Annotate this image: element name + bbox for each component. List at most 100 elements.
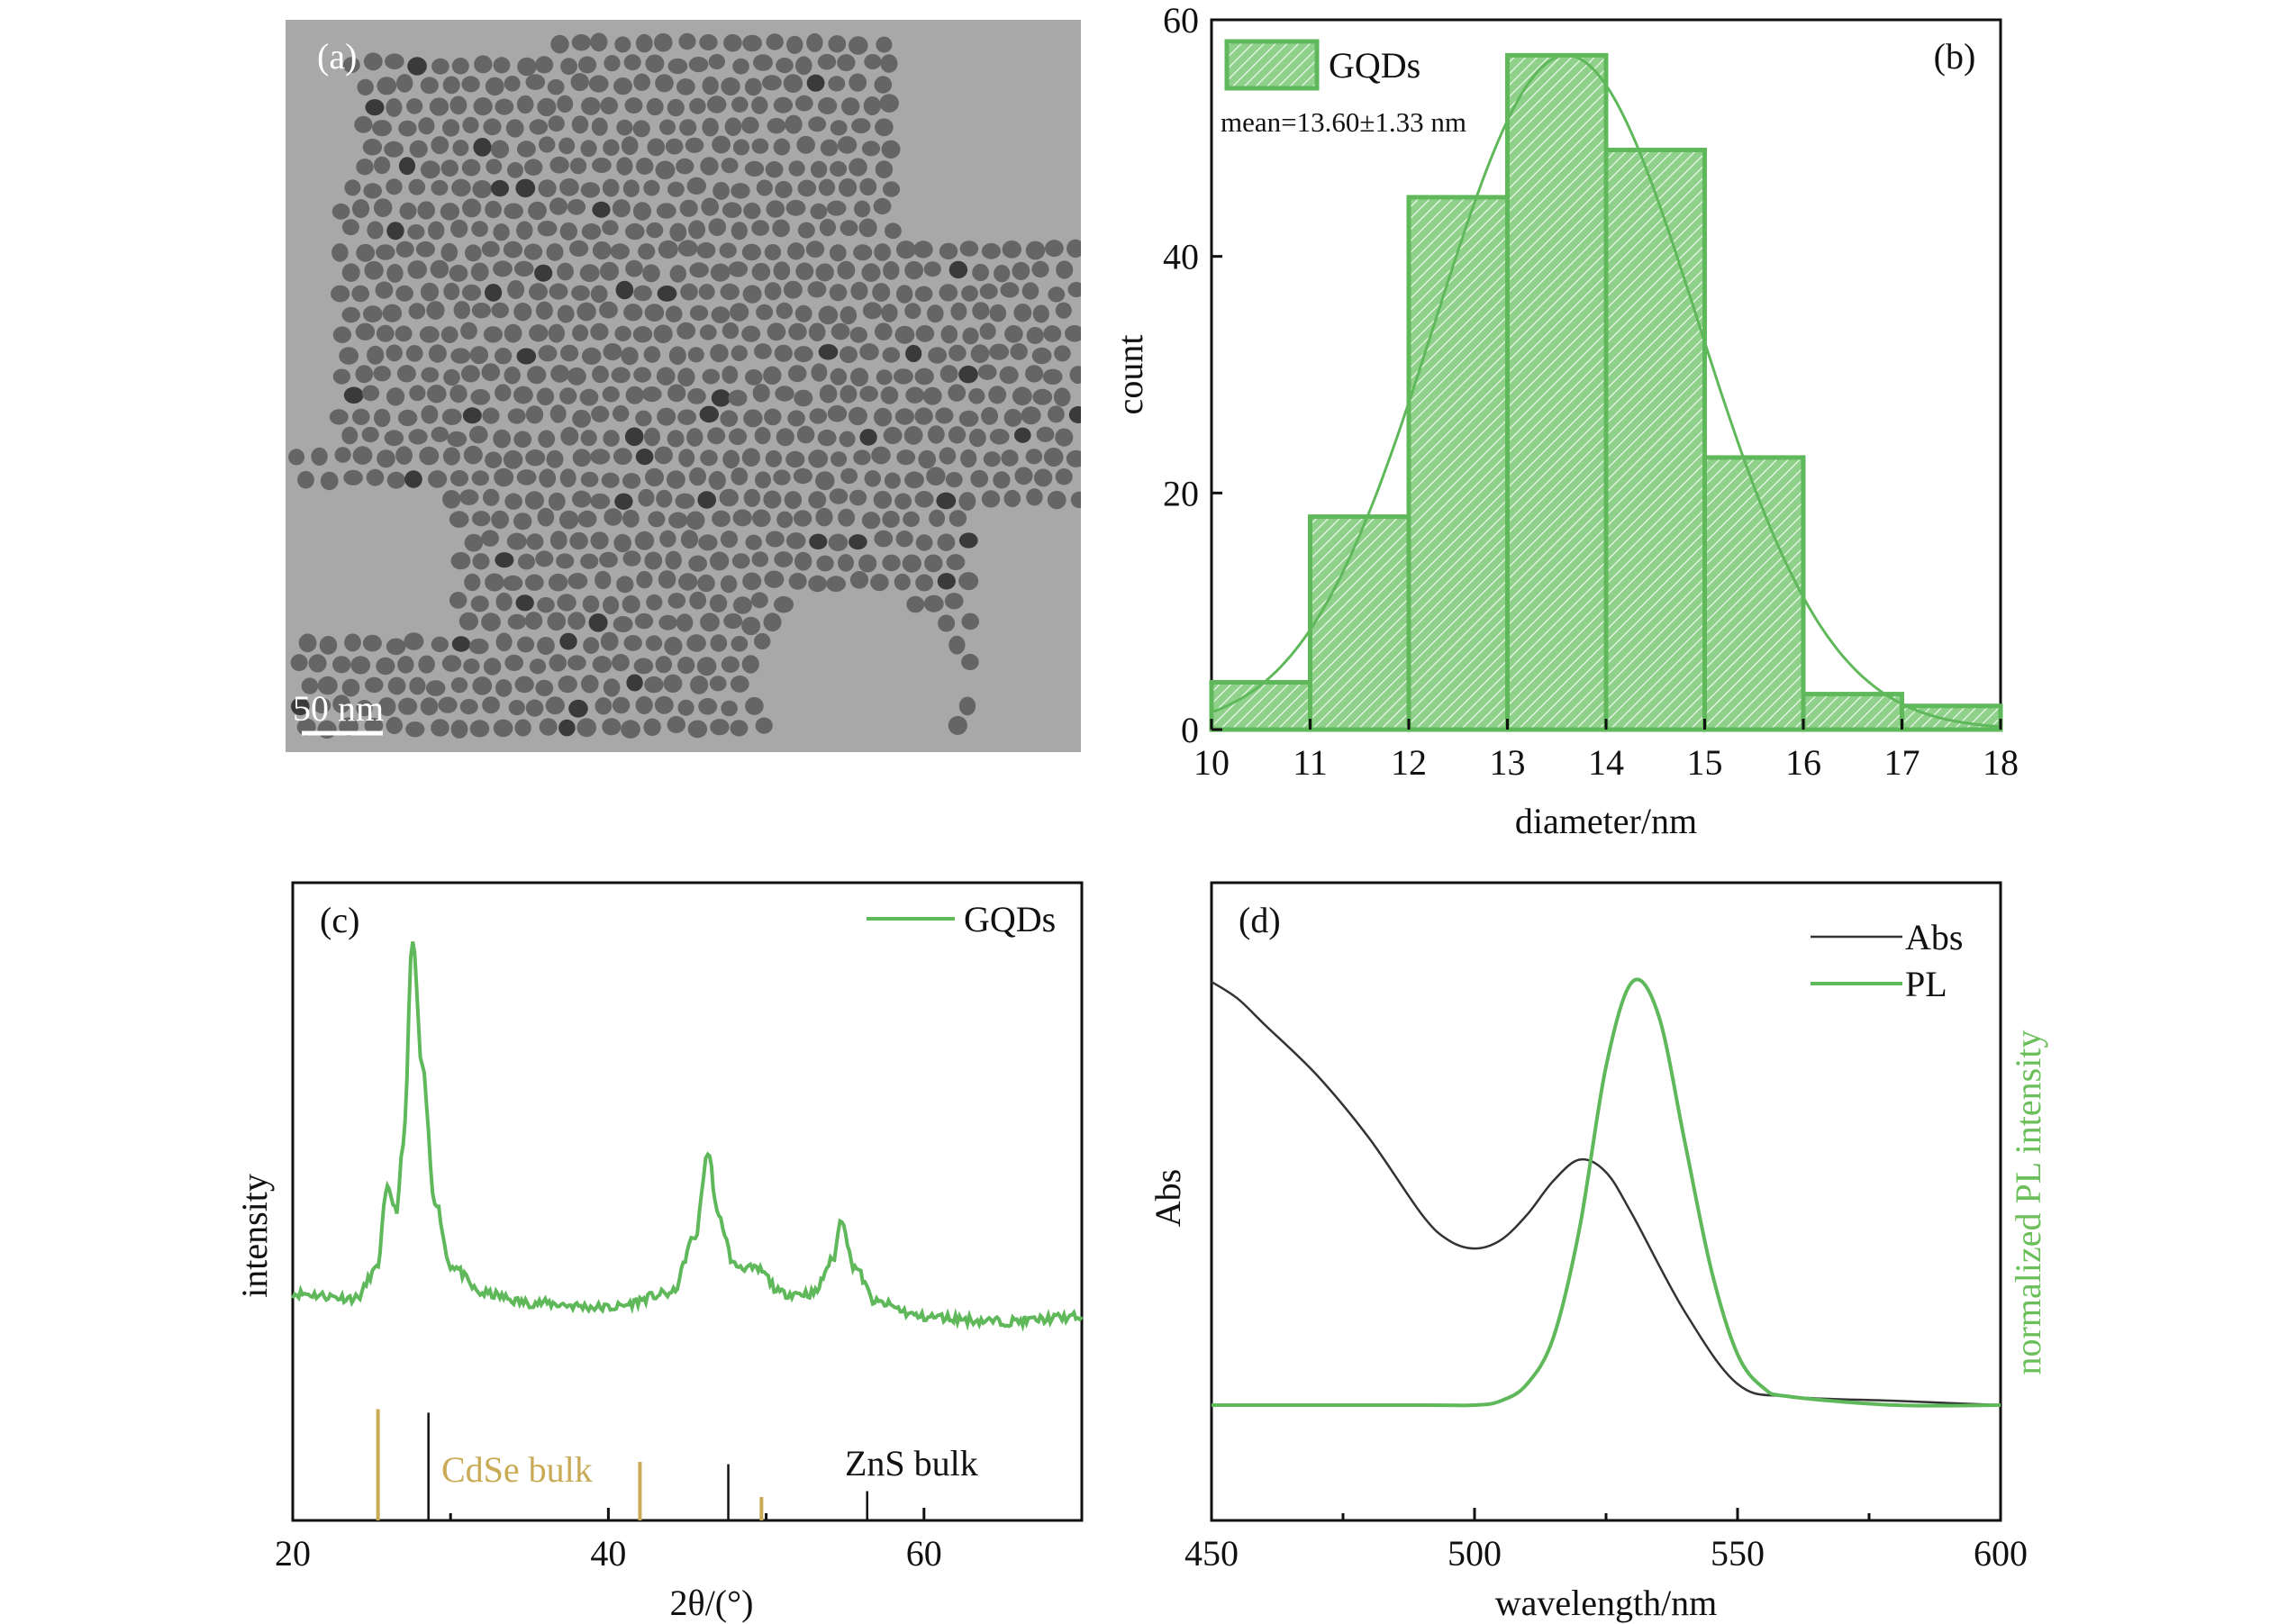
nanoparticle <box>341 219 359 236</box>
nanoparticle <box>452 140 469 157</box>
nanoparticle <box>559 222 577 240</box>
nanoparticle <box>882 181 901 197</box>
nanoparticle <box>613 448 632 466</box>
nanoparticle <box>656 489 673 508</box>
nanoparticle <box>958 492 976 511</box>
nanoparticle <box>517 636 535 653</box>
nanoparticle <box>731 345 748 361</box>
nanoparticle <box>524 159 543 176</box>
nanoparticle <box>507 280 525 299</box>
nanoparticle <box>742 34 762 52</box>
nanoparticle <box>667 181 685 197</box>
nanoparticle <box>979 283 998 300</box>
nanoparticle <box>363 183 383 199</box>
nanoparticle <box>592 656 613 674</box>
nanoparticle <box>420 697 439 716</box>
nanoparticle <box>968 388 985 404</box>
nanoparticle <box>915 325 935 342</box>
nanoparticle <box>913 240 933 259</box>
nanoparticle <box>588 613 608 632</box>
nanoparticle <box>763 490 782 509</box>
histogram-bar <box>1900 703 2003 732</box>
nanoparticle <box>495 384 512 402</box>
nanoparticle <box>806 74 825 92</box>
nanoparticle <box>676 158 694 175</box>
nanoparticle <box>751 96 768 114</box>
nanoparticle <box>1069 366 1081 385</box>
nanoparticle <box>859 429 877 446</box>
nanoparticle <box>504 203 523 220</box>
nanoparticle <box>449 95 467 115</box>
nanoparticle <box>970 344 990 364</box>
nanoparticle <box>1012 261 1030 280</box>
panel-d-frame <box>1210 881 2002 1522</box>
nanoparticle <box>621 136 639 156</box>
nanoparticle <box>616 119 633 136</box>
nanoparticle <box>590 285 608 304</box>
nanoparticle <box>1043 325 1062 342</box>
nanoparticle <box>355 365 374 384</box>
nanoparticle <box>507 408 526 424</box>
nanoparticle <box>861 141 881 157</box>
nanoparticle <box>317 676 338 695</box>
nanoparticle <box>357 78 374 96</box>
panel-d-xlabel: wavelength/nm <box>1495 1583 1718 1623</box>
nanoparticle <box>948 344 967 362</box>
nanoparticle <box>755 717 773 734</box>
nanoparticle <box>928 347 948 364</box>
nanoparticle <box>730 303 749 322</box>
nanoparticle <box>794 551 812 571</box>
nanoparticle <box>440 203 460 221</box>
nanoparticle <box>958 572 979 591</box>
nanoparticle <box>655 656 672 674</box>
nanoparticle <box>342 57 360 73</box>
nanoparticle <box>356 700 373 717</box>
nanoparticle <box>361 385 380 402</box>
nanoparticle <box>914 491 934 508</box>
nanoparticle <box>765 161 784 178</box>
nanoparticle <box>959 240 979 257</box>
nanoparticle <box>341 678 360 697</box>
nanoparticle <box>470 262 489 282</box>
nanoparticle <box>712 510 731 528</box>
nanoparticle <box>529 283 548 301</box>
nanoparticle <box>594 697 613 715</box>
nanoparticle <box>495 592 513 612</box>
nanoparticle <box>581 675 599 694</box>
nanoparticle <box>808 116 827 132</box>
nanoparticle <box>576 718 596 738</box>
nanoparticle <box>404 470 422 488</box>
nanoparticle <box>750 592 768 609</box>
nanoparticle <box>840 305 858 325</box>
nanoparticle <box>1021 282 1039 300</box>
nanoparticle <box>632 120 650 138</box>
nanoparticle <box>352 408 370 425</box>
nanoparticle <box>774 551 794 567</box>
nanoparticle <box>633 367 651 383</box>
nanoparticle <box>678 32 696 50</box>
nanoparticle <box>905 386 925 404</box>
nanoparticle <box>927 304 944 323</box>
nanoparticle <box>372 120 393 137</box>
nanoparticle <box>471 221 488 237</box>
nanoparticle <box>981 406 999 425</box>
x-axis-ticks: 10 11 12 13 14 15 16 17 18 <box>1193 719 2019 783</box>
nanoparticle <box>776 302 793 320</box>
nanoparticle <box>756 304 774 321</box>
nanoparticle <box>809 533 828 549</box>
panel-a: (a) 50 nm <box>286 20 1081 752</box>
nanoparticle <box>826 200 847 216</box>
nanoparticle <box>548 492 566 511</box>
nanoparticle <box>636 158 654 175</box>
nanoparticle <box>743 409 763 428</box>
nanoparticle <box>621 347 639 366</box>
nanoparticle <box>365 676 384 694</box>
nanoparticle <box>459 699 478 715</box>
reference-peaks <box>376 1409 868 1520</box>
nanoparticle <box>377 77 397 95</box>
nanoparticle <box>560 426 579 446</box>
nanoparticle <box>894 573 911 591</box>
nanoparticle <box>386 263 404 283</box>
nanoparticle <box>571 115 589 134</box>
nanoparticle <box>577 56 597 74</box>
